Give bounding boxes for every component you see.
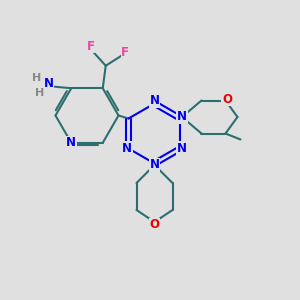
Text: N: N [177, 142, 187, 155]
Text: N: N [149, 158, 160, 172]
Text: H: H [35, 88, 44, 98]
Text: N: N [177, 110, 187, 124]
Text: H: H [32, 73, 41, 83]
Text: F: F [87, 40, 95, 53]
Text: N: N [66, 136, 76, 149]
Text: N: N [149, 94, 160, 107]
Text: O: O [222, 92, 232, 106]
Text: O: O [149, 218, 160, 232]
Text: N: N [122, 142, 132, 155]
Text: F: F [121, 46, 129, 59]
Text: N: N [44, 77, 54, 90]
